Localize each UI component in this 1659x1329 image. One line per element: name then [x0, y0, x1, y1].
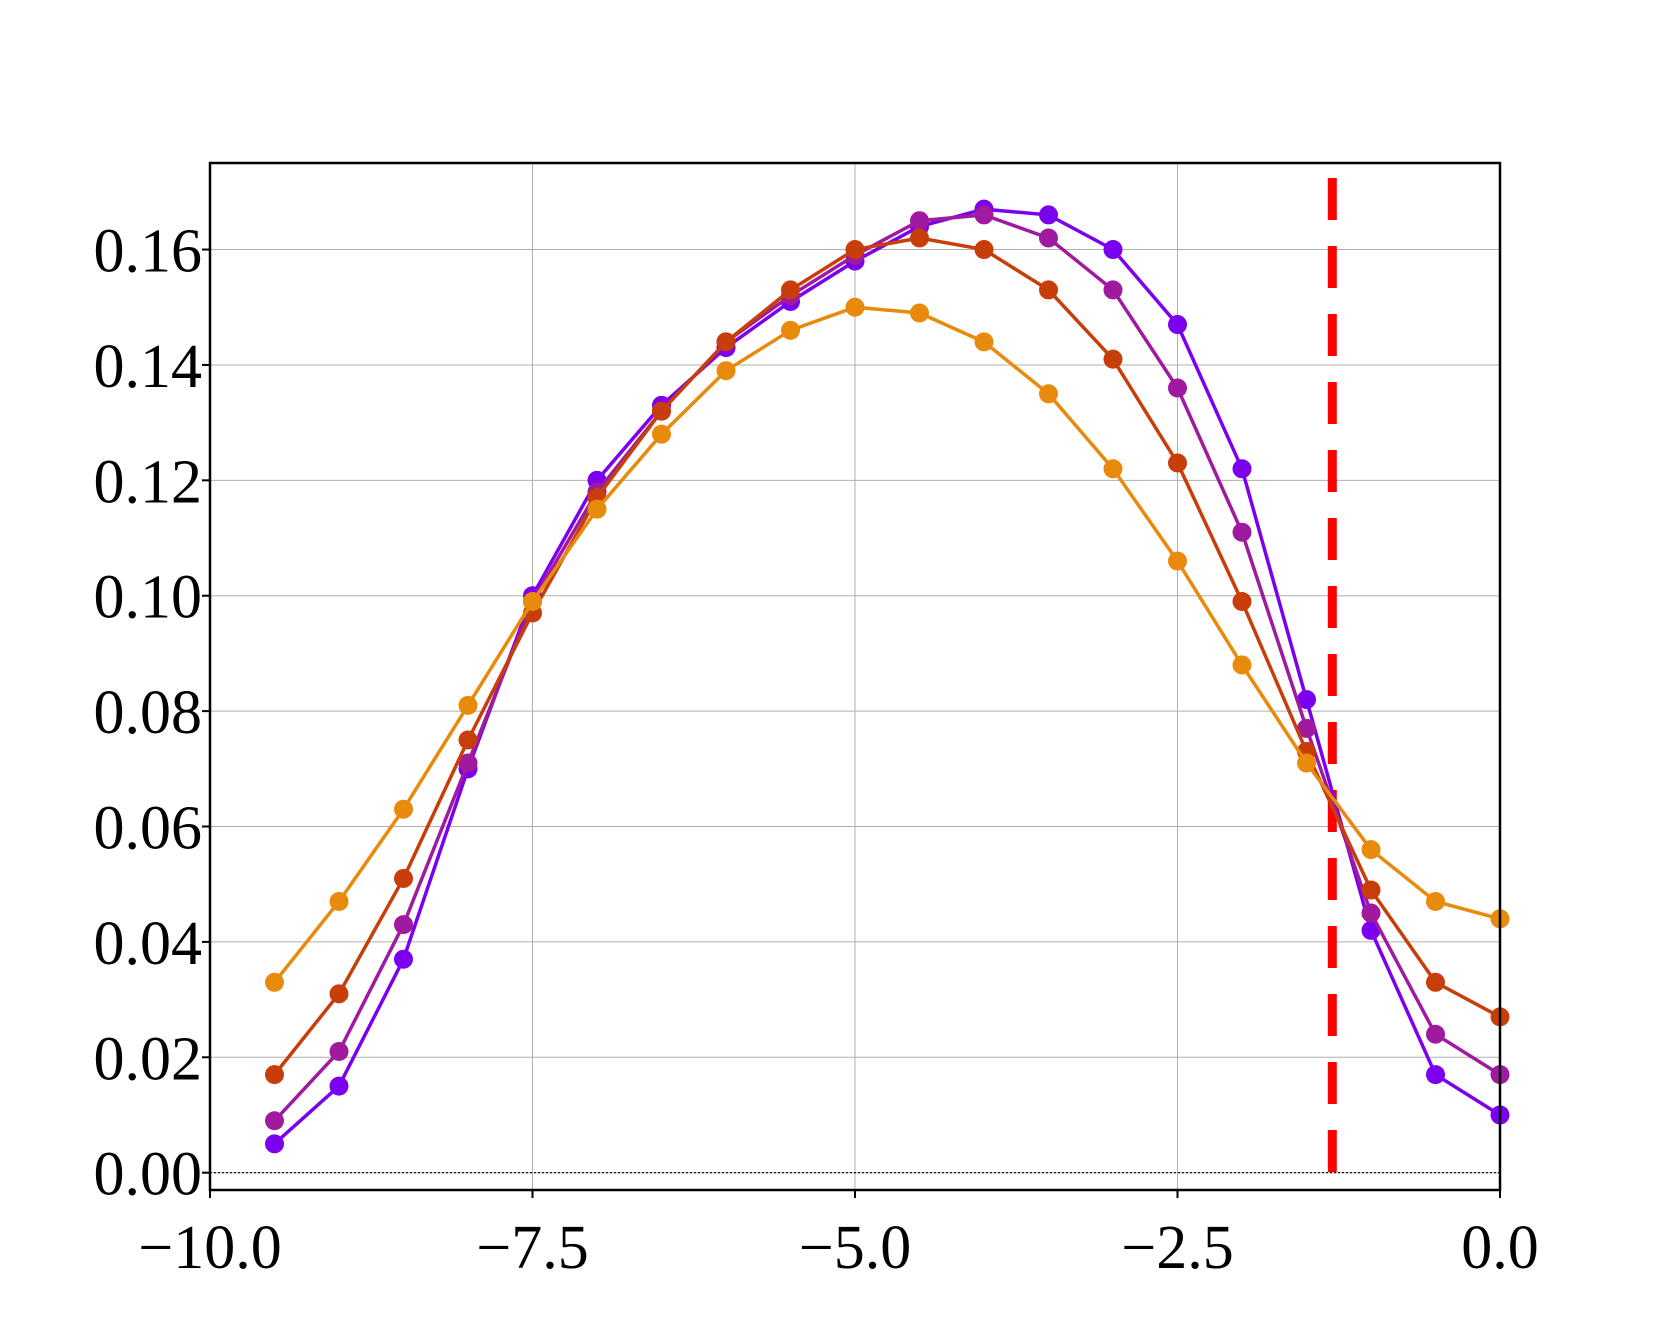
data-point — [845, 240, 865, 260]
series-line — [273, 236, 1501, 1076]
data-point — [910, 228, 929, 248]
series-3 — [265, 228, 1510, 1085]
data-point — [910, 211, 929, 231]
data-point — [1361, 903, 1381, 923]
data-point — [974, 332, 994, 352]
data-point — [1168, 315, 1187, 335]
y-tick-label: 0.10 — [94, 564, 203, 632]
y-tick-label: 0.08 — [94, 679, 203, 747]
x-tick-label: −2.5 — [1121, 1214, 1233, 1282]
data-point — [1103, 280, 1123, 300]
data-point — [1297, 718, 1316, 738]
data-point — [1426, 1065, 1445, 1085]
x-tick-label: 0.0 — [1461, 1214, 1539, 1282]
series-1 — [265, 199, 1510, 1154]
data-point — [394, 868, 413, 888]
data-point — [523, 591, 542, 611]
data-point — [652, 424, 671, 444]
data-point — [265, 1065, 284, 1085]
data-point — [1232, 459, 1252, 479]
y-tick-label: 0.00 — [94, 1141, 203, 1209]
data-point — [781, 280, 800, 300]
data-point — [1426, 972, 1445, 992]
y-tick-label: 0.14 — [94, 333, 203, 401]
data-point — [716, 332, 736, 352]
data-point — [974, 205, 994, 225]
data-point — [458, 730, 478, 750]
data-point — [394, 799, 413, 819]
data-point — [265, 972, 284, 992]
data-point — [1103, 240, 1123, 260]
data-point — [974, 240, 994, 260]
data-point — [845, 297, 865, 317]
data-point — [1039, 228, 1058, 248]
data-point — [1232, 655, 1252, 675]
data-point — [1039, 205, 1058, 225]
data-point — [1232, 591, 1252, 611]
series-line — [273, 213, 1501, 1122]
data-point — [329, 892, 349, 912]
data-point — [458, 753, 478, 773]
x-tick-label: −5.0 — [799, 1214, 911, 1282]
data-point — [458, 695, 478, 715]
series-2 — [265, 205, 1510, 1131]
y-tick-label: 0.16 — [94, 218, 203, 286]
x-tick-label: −10.0 — [138, 1214, 281, 1282]
data-point — [716, 361, 736, 381]
data-point — [265, 1134, 284, 1154]
y-tick-label: 0.06 — [94, 795, 203, 863]
data-point — [1426, 1024, 1445, 1044]
data-point — [1168, 551, 1187, 571]
data-point — [1168, 378, 1187, 398]
data-point — [1361, 840, 1381, 860]
x-tick-label: −7.5 — [476, 1214, 588, 1282]
data-point — [394, 949, 413, 969]
y-tick-label: 0.02 — [94, 1025, 203, 1093]
data-point — [1103, 349, 1123, 369]
data-point — [1297, 753, 1316, 773]
series-layer — [265, 199, 1510, 1154]
x-axis-ticks: −10.0 −7.5 −5.0 −2.5 0.0 — [138, 1190, 1539, 1282]
data-point — [1297, 690, 1316, 710]
data-point — [1426, 892, 1445, 912]
data-point — [394, 915, 413, 935]
reference-lines — [210, 178, 1500, 1190]
data-point — [587, 499, 607, 519]
grid — [209, 163, 1501, 1190]
data-point — [1361, 880, 1381, 900]
data-point — [329, 1076, 349, 1096]
y-tick-label: 0.04 — [94, 910, 203, 978]
data-point — [652, 401, 671, 421]
data-point — [1232, 522, 1252, 542]
data-point — [1039, 280, 1058, 300]
series-line — [273, 207, 1501, 1146]
data-point — [329, 1042, 349, 1062]
series-4 — [265, 297, 1510, 992]
data-point — [329, 984, 349, 1004]
data-point — [1168, 453, 1187, 473]
data-point — [265, 1111, 284, 1131]
data-point — [1039, 384, 1058, 404]
y-tick-label: 0.12 — [94, 448, 203, 516]
y-axis-ticks: 0.00 0.02 0.04 0.06 0.08 0.10 0.12 0.14 0.16 — [94, 218, 210, 1209]
data-point — [910, 303, 929, 323]
data-point — [1103, 459, 1123, 479]
series-line — [273, 305, 1501, 984]
data-point — [781, 320, 800, 340]
